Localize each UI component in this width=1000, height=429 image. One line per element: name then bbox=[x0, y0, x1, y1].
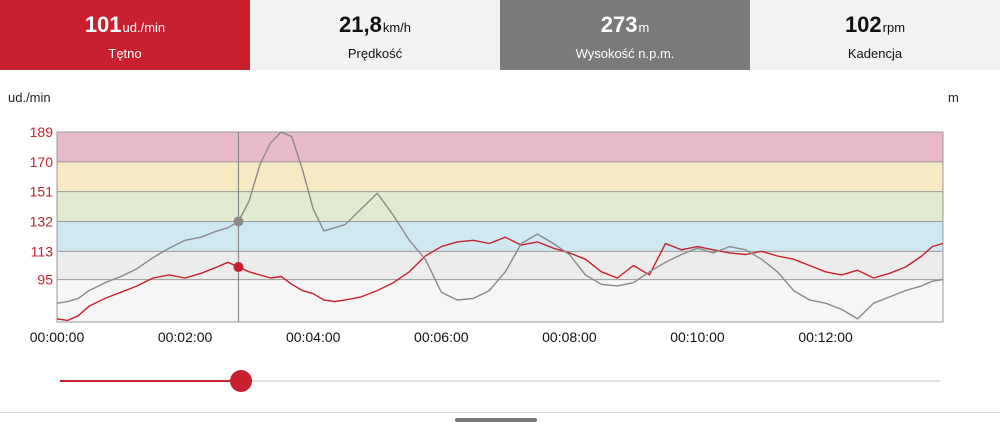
y-tick-label-3: 132 bbox=[30, 214, 54, 230]
heart-rate-label: Tętno bbox=[108, 46, 142, 61]
series-line-0 bbox=[56, 236, 944, 322]
speed-label: Prędkość bbox=[347, 46, 403, 61]
cadence-unit: rpm bbox=[882, 20, 906, 35]
tab-cadence[interactable]: 102 rpm Kadencja bbox=[750, 0, 1000, 70]
x-tick-label-1: 00:02:00 bbox=[158, 329, 213, 345]
left-axis-unit: ud./min bbox=[8, 90, 51, 105]
y-tick-label-5: 95 bbox=[37, 272, 53, 288]
cursor-marker-1 bbox=[233, 216, 244, 227]
hr-zone-band-1 bbox=[57, 161, 943, 192]
hr-zone-band-5 bbox=[57, 279, 943, 322]
speed-number: 21,8 bbox=[339, 12, 382, 37]
metric-tabs: 101 ud./min Tętno 21,8 km/h Prędkość 273… bbox=[0, 0, 1000, 70]
tab-speed[interactable]: 21,8 km/h Prędkość bbox=[250, 0, 500, 70]
altitude-label: Wysokość n.p.m. bbox=[575, 46, 675, 61]
cadence-number: 102 bbox=[844, 12, 882, 37]
altitude-number: 273 bbox=[600, 12, 638, 37]
x-tick-label-0: 00:00:00 bbox=[30, 329, 85, 345]
x-tick-label-6: 00:12:00 bbox=[798, 329, 853, 345]
timeline-slider-thumb[interactable] bbox=[230, 370, 252, 392]
heart-rate-chart[interactable]: 189 170 151 132 113 95 00:00:00 00:02:00 00:04:0… bbox=[0, 0, 1000, 360]
x-tick-label-5: 00:10:00 bbox=[670, 329, 725, 345]
right-axis-unit: m bbox=[948, 90, 959, 105]
chart-frame bbox=[56, 131, 944, 323]
speed-unit: km/h bbox=[382, 20, 411, 35]
heart-rate-unit: ud./min bbox=[122, 20, 166, 35]
x-tick-label-3: 00:06:00 bbox=[414, 329, 469, 345]
tab-altitude-value: 273 m bbox=[601, 12, 650, 38]
tab-heart-rate-value: 101 ud./min bbox=[85, 12, 165, 38]
cursor-marker-0 bbox=[233, 262, 244, 273]
divider bbox=[0, 412, 1000, 413]
bottom-handle[interactable] bbox=[455, 418, 537, 422]
x-tick-label-4: 00:08:00 bbox=[542, 329, 597, 345]
altitude-unit: m bbox=[638, 20, 650, 35]
x-tick-label-2: 00:04:00 bbox=[286, 329, 341, 345]
y-tick-label-0: 189 bbox=[30, 124, 54, 140]
timeline-slider-progress bbox=[60, 380, 242, 382]
y-tick-label-1: 170 bbox=[30, 154, 54, 170]
hr-zone-band-0 bbox=[57, 132, 943, 162]
tab-cadence-value: 102 rpm bbox=[845, 12, 905, 38]
series-line-1 bbox=[56, 131, 944, 320]
hr-zone-band-4 bbox=[57, 251, 943, 280]
hr-zone-band-2 bbox=[57, 191, 943, 222]
tab-altitude[interactable]: 273 m Wysokość n.p.m. bbox=[500, 0, 750, 70]
timeline-slider-track[interactable] bbox=[60, 380, 940, 382]
y-tick-label-4: 113 bbox=[31, 243, 54, 259]
tab-heart-rate[interactable]: 101 ud./min Tętno bbox=[0, 0, 250, 70]
tab-speed-value: 21,8 km/h bbox=[339, 12, 411, 38]
hr-zone-band-3 bbox=[57, 221, 943, 252]
heart-rate-number: 101 bbox=[84, 12, 122, 37]
cadence-label: Kadencja bbox=[847, 46, 903, 61]
y-tick-label-2: 151 bbox=[30, 184, 54, 200]
